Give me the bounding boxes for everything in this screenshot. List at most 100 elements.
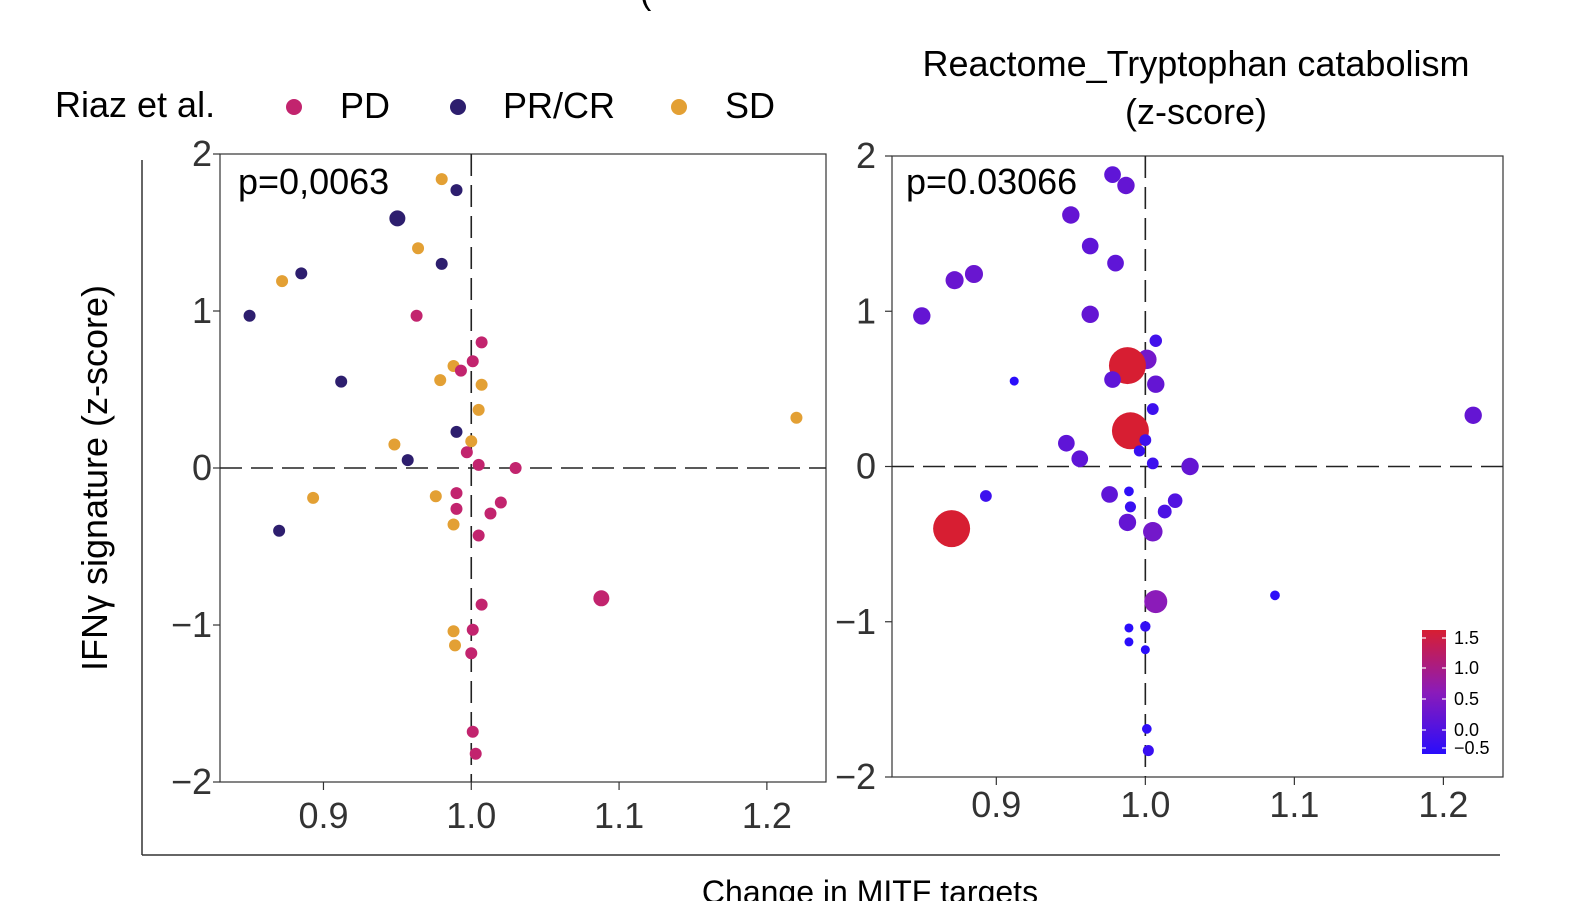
y-tick-label: −2	[835, 756, 876, 797]
data-point	[1157, 504, 1172, 519]
data-point	[401, 454, 414, 467]
data-point	[1140, 645, 1150, 655]
data-point	[1167, 493, 1183, 508]
colorbar-label: 0.5	[1454, 689, 1479, 709]
data-point	[466, 725, 479, 738]
data-point	[1107, 254, 1124, 272]
data-point	[466, 355, 479, 368]
colorbar: 1.5 1.0 0.5 0.0−0.5	[1422, 628, 1490, 758]
data-point	[243, 309, 256, 322]
p-value-annotation: p=0.03066	[906, 161, 1077, 202]
data-point	[1149, 334, 1163, 347]
y-tick-label: 0	[192, 447, 212, 488]
x-tick-label: 0.9	[298, 795, 348, 836]
data-point	[1146, 457, 1159, 470]
data-point	[1139, 434, 1152, 447]
left-scatter-panel: 0.9 1.0 1.1 1.2 −2 −1 0 1 2 p=0,0063	[171, 133, 827, 836]
legend-label-pd: PD	[340, 85, 390, 126]
data-point	[979, 490, 992, 502]
data-point	[1143, 521, 1163, 542]
data-point	[1124, 623, 1134, 633]
data-point	[1104, 371, 1121, 388]
data-point	[410, 309, 423, 322]
data-point	[1071, 450, 1089, 468]
data-point	[475, 336, 488, 349]
x-tick-label: 1.1	[594, 795, 644, 836]
data-point	[1124, 501, 1136, 513]
legend: Riaz et al. PD PR/CR SD	[55, 84, 775, 126]
y-tick-label: 2	[192, 133, 212, 174]
colorbar-label: −0.5	[1454, 738, 1490, 758]
y-tick-label: −1	[171, 604, 212, 645]
data-point	[273, 524, 286, 537]
legend-label-sd: SD	[725, 85, 775, 126]
data-point	[1118, 513, 1137, 532]
data-point	[466, 623, 479, 636]
right-panel-subtitle: (z-score)	[1125, 91, 1267, 132]
data-point	[388, 438, 401, 451]
data-point	[389, 210, 406, 227]
data-point	[472, 529, 485, 542]
data-point	[449, 639, 462, 652]
data-point	[1058, 434, 1075, 452]
data-point	[447, 518, 460, 531]
data-point	[1062, 206, 1080, 224]
data-point	[1141, 724, 1152, 734]
colorbar-label: 1.5	[1454, 628, 1479, 648]
data-point	[295, 267, 308, 280]
data-point	[475, 378, 488, 391]
y-tick-label: −1	[835, 601, 876, 642]
data-point	[447, 625, 460, 638]
data-point	[1124, 486, 1134, 497]
y-tick-label: −2	[171, 761, 212, 802]
data-point	[412, 242, 425, 255]
data-point	[1117, 176, 1135, 195]
data-point	[1009, 376, 1019, 386]
data-point	[454, 364, 467, 377]
data-point	[472, 403, 485, 416]
data-point	[469, 747, 482, 760]
data-point	[307, 491, 320, 504]
data-point	[484, 507, 497, 520]
data-point	[465, 435, 478, 448]
legend-dot-prcr	[450, 99, 466, 115]
data-point	[465, 647, 478, 660]
data-point	[1142, 745, 1154, 757]
data-point	[509, 462, 522, 474]
y-axis-label: IFNγ signature (z-score)	[74, 285, 115, 671]
data-point	[593, 590, 610, 607]
x-tick-label: 1.2	[1418, 784, 1468, 825]
y-tick-label: 2	[856, 135, 876, 176]
data-point	[1124, 637, 1134, 647]
y-tick-label: 1	[192, 290, 212, 331]
data-point	[450, 487, 463, 500]
data-point	[435, 173, 448, 186]
data-point	[1147, 375, 1165, 393]
data-point	[1146, 403, 1159, 415]
data-point	[276, 275, 289, 288]
data-point	[945, 271, 964, 290]
right-scatter-panel: 0.9 1.0 1.1 1.2 −2 −1 0 1 2 p=0.03066	[835, 135, 1504, 825]
colorbar-label: 1.0	[1454, 658, 1479, 678]
data-point	[450, 184, 463, 197]
data-point	[1133, 445, 1145, 457]
data-point	[434, 374, 447, 387]
colorbar-label: 0.0	[1454, 720, 1479, 740]
x-tick-label: 1.1	[1269, 784, 1319, 825]
x-tick-label: 1.0	[446, 795, 496, 836]
data-point	[1104, 166, 1121, 183]
data-point	[913, 307, 931, 325]
right-panel-title: Reactome_Tryptophan catabolism	[923, 43, 1470, 84]
x-axis-label: Change in MITF targets	[702, 874, 1038, 901]
p-value-annotation: p=0,0063	[238, 161, 389, 202]
data-point	[450, 425, 463, 438]
data-point	[790, 411, 803, 424]
data-point	[335, 375, 348, 388]
data-point	[429, 490, 442, 503]
data-point	[1144, 590, 1168, 614]
data-point	[435, 257, 448, 270]
data-point	[1101, 486, 1118, 503]
data-point	[933, 510, 971, 548]
data-point	[964, 264, 984, 284]
